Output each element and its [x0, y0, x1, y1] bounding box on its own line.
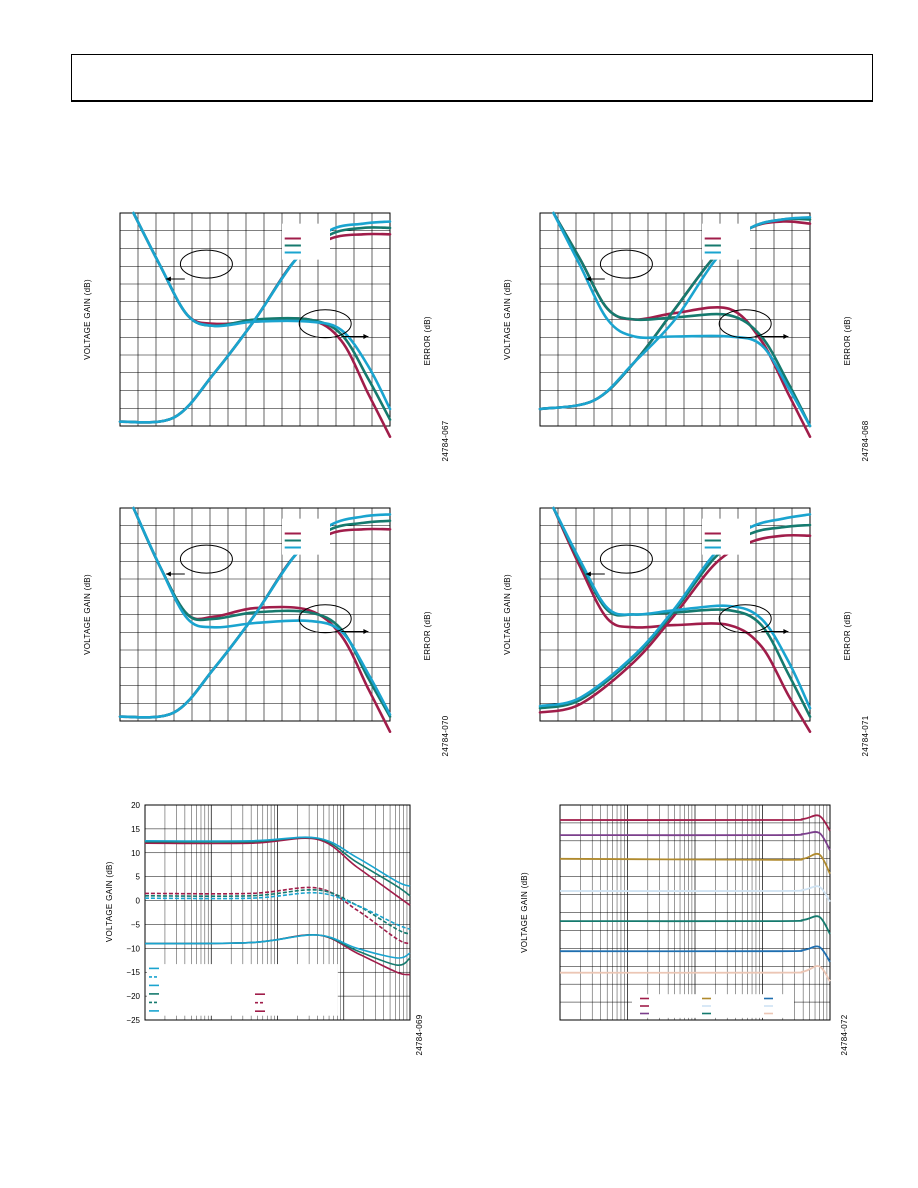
y-axis-label-error: ERROR (dB) [843, 316, 852, 365]
y-tick-label: 10 [131, 849, 140, 858]
series-line-gain-teal [538, 523, 812, 710]
series-line-error-cyan [132, 506, 392, 716]
series-line-error-red [552, 506, 812, 733]
series-line-teal-dashed [144, 888, 411, 935]
y-axis-label-gain: VOLTAGE GAIN (dB) [83, 574, 92, 655]
arrowhead-right [363, 629, 369, 635]
series-line-teal [559, 915, 831, 935]
series-line-cyan-solid [144, 836, 411, 887]
figure-code: 24784-070 [441, 715, 450, 756]
series-line-cyan-solid [144, 934, 411, 959]
legend-box [702, 223, 750, 260]
y-tick-label: −20 [126, 992, 140, 1001]
chart-gain-error-4: VOLTAGE GAIN (dB) ERROR (dB) 24784-071 [503, 506, 870, 756]
y-tick-label: 5 [136, 873, 141, 882]
arrowhead-right [783, 629, 789, 635]
y-axis-label-gain: VOLTAGE GAIN (dB) [503, 574, 512, 655]
series-line-blue [559, 945, 831, 963]
y-axis-label-gain: VOLTAGE GAIN (dB) [503, 279, 512, 360]
series-line-error-cyan [552, 506, 812, 710]
legend-box [632, 994, 794, 1018]
series-line-teal-solid [144, 836, 411, 897]
chart-gain-vs-frequency-1: VOLTAGE GAIN (dB) 24784-069 20 15 10 5 0 −5 −10 −… [105, 801, 424, 1055]
callout-ellipse-left [599, 544, 653, 574]
legend-box [702, 518, 750, 555]
series-line-cyan-dashed [144, 891, 411, 930]
legend-box [282, 518, 330, 555]
arrowhead-right [783, 334, 789, 340]
legend-box [147, 964, 338, 1016]
y-axis-label-error: ERROR (dB) [423, 611, 432, 660]
callout-ellipse-right [298, 604, 352, 634]
series-line-gain-cyan [118, 220, 392, 424]
y-tick-label: 15 [131, 825, 140, 834]
y-axis-label-error: ERROR (dB) [423, 316, 432, 365]
figure-code: 24784-072 [840, 1014, 849, 1055]
series-line-gain-cyan [538, 513, 812, 708]
arrowhead-left [585, 276, 591, 282]
figure-code: 24784-069 [415, 1014, 424, 1055]
series-line-gain-teal [118, 519, 392, 719]
arrowhead-left [585, 571, 591, 577]
chart-gain-error-2: VOLTAGE GAIN (dB) ERROR (dB) 24784-068 [503, 211, 870, 461]
y-axis-label-gain: VOLTAGE GAIN (dB) [520, 872, 529, 953]
chart-gain-vs-frequency-2: VOLTAGE GAIN (dB) 24784-072 [520, 804, 849, 1055]
callout-ellipse-left [179, 249, 233, 279]
y-axis-label-error: ERROR (dB) [843, 611, 852, 660]
callout-ellipse-left [179, 544, 233, 574]
series-line-red-dashed [144, 886, 411, 945]
arrowhead-left [165, 276, 171, 282]
series-line-peach [559, 965, 831, 982]
series-line-gain-red [538, 220, 812, 411]
series-line-gain-cyan [118, 513, 392, 719]
chart-gain-error-3: VOLTAGE GAIN (dB) ERROR (dB) 24784-070 [83, 506, 450, 756]
y-axis-label-gain: VOLTAGE GAIN (dB) [83, 279, 92, 360]
series-line-error-cyan [132, 211, 392, 411]
arrowhead-left [165, 571, 171, 577]
figure-code: 24784-068 [861, 420, 870, 461]
callout-ellipse-left [599, 249, 653, 279]
series-line-purple [559, 831, 831, 851]
series-line-gain-red [538, 533, 812, 714]
series-line-gain-teal [118, 226, 392, 424]
y-tick-label: −25 [126, 1016, 140, 1025]
series-line-error-cyan [552, 211, 812, 428]
series-line-error-teal [132, 211, 392, 421]
series-line-gain-cyan [538, 216, 812, 411]
page-header-box [71, 54, 873, 102]
chart-gain-error-1: VOLTAGE GAIN (dB) ERROR (dB) 24784-067 [83, 211, 450, 461]
legend-box [282, 223, 330, 260]
series-line-red-solid [144, 837, 411, 906]
y-tick-label: −15 [126, 968, 140, 977]
figure-code: 24784-067 [441, 420, 450, 461]
y-tick-label: −10 [126, 944, 140, 953]
y-tick-label: 20 [131, 801, 140, 810]
y-axis-label-gain: VOLTAGE GAIN (dB) [105, 861, 114, 942]
callout-ellipse-right [298, 309, 352, 339]
series-line-lightblue [559, 885, 831, 903]
y-tick-label: 0 [136, 897, 141, 906]
arrowhead-right [363, 334, 369, 340]
figure-code: 24784-071 [861, 715, 870, 756]
callout-ellipse-right [718, 309, 772, 339]
series-line-gold [559, 852, 831, 875]
y-tick-label: −5 [131, 920, 141, 929]
callout-ellipse-right [718, 604, 772, 634]
series-line-red [559, 814, 831, 832]
